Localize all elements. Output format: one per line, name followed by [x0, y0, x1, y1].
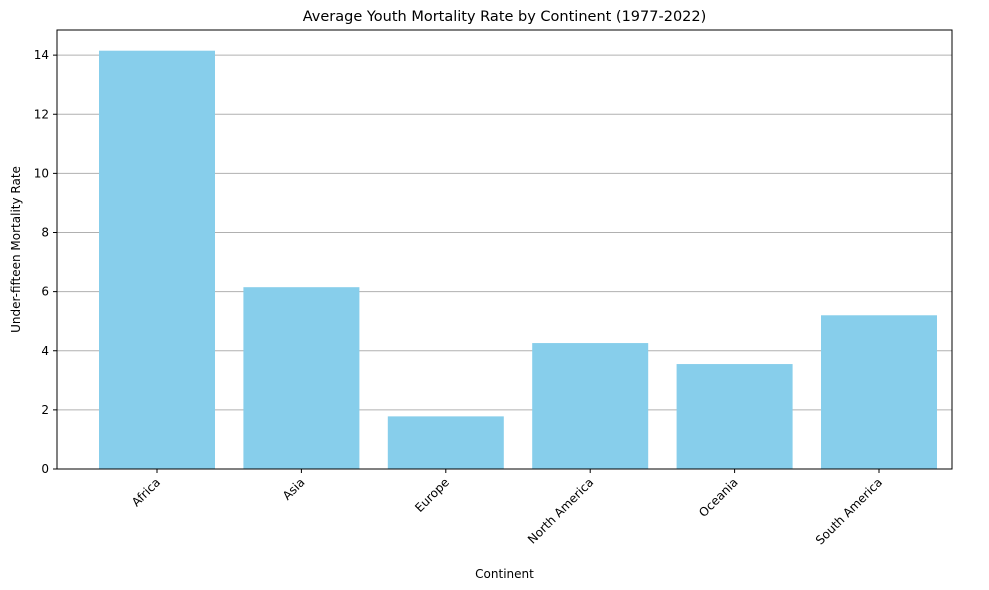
y-tick-label: 12 — [34, 107, 49, 121]
x-tick-label: Europe — [412, 475, 452, 515]
bars-group — [99, 50, 937, 469]
y-tick-label: 0 — [41, 462, 49, 476]
bar-oceania — [676, 364, 793, 469]
y-tick-label: 6 — [41, 285, 49, 299]
y-tick-label: 14 — [34, 48, 49, 62]
y-tick-label: 10 — [34, 166, 49, 180]
x-tick-label: South America — [813, 475, 885, 547]
x-tick-label: Africa — [129, 475, 163, 509]
y-tick-label: 4 — [41, 344, 49, 358]
x-axis-ticks: Africa Asia Europe North America Oceania Sout… — [129, 469, 885, 547]
x-tick-label: Oceania — [696, 475, 741, 520]
bar-south-america — [821, 315, 937, 469]
bar-asia — [243, 287, 360, 469]
bar-europe — [387, 416, 504, 469]
y-axis-label: Under-fifteen Mortality Rate — [9, 166, 23, 333]
x-axis-label: Continent — [475, 567, 534, 581]
plot-frame — [56, 29, 953, 470]
x-tick-label: Asia — [280, 475, 308, 503]
x-tick-label: North America — [525, 475, 596, 546]
y-tick-label: 8 — [41, 226, 49, 240]
bar-africa — [99, 50, 215, 469]
chart-title: Average Youth Mortality Rate by Continen… — [303, 9, 707, 25]
y-axis-ticks: 0 2 4 6 8 10 12 14 — [34, 48, 57, 476]
y-tick-label: 2 — [41, 403, 49, 417]
bar-north-america — [532, 343, 649, 469]
